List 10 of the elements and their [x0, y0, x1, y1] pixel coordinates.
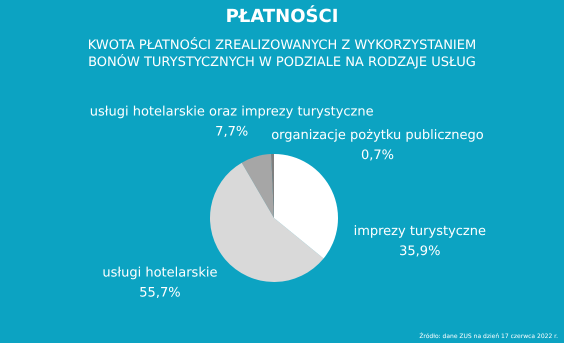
slice-label: imprezy turystyczne	[354, 224, 486, 239]
data-label: 55,7%	[139, 285, 181, 300]
data-label: 0,7%	[360, 148, 394, 163]
slice-label: usługi hotelarskie	[102, 265, 218, 280]
slice-label: organizacje pożytku publicznego	[271, 128, 484, 143]
data-label: 35,9%	[399, 244, 440, 259]
chart-subtitle: KWOTA PŁATNOŚCI ZREALIZOWANYCH Z WYKORZYSTANIEM BONÓW TURYSTYCZNYCH W PODZIALE NA RODZAJE USŁUG	[86, 37, 478, 71]
data-label: 7,7%	[215, 124, 248, 140]
slice-label: usługi hotelarskie oraz imprezy turystyczne	[90, 104, 374, 120]
chart-title: PŁATNOŚCI	[224, 6, 340, 27]
